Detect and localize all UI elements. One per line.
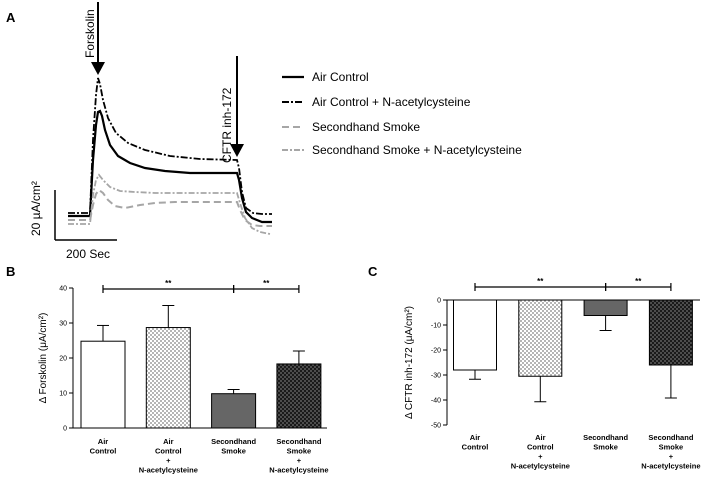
category-label: Secondhand Smoke + N-acetylcysteine: [269, 437, 328, 475]
cftr-arrow-head: [230, 144, 244, 157]
category-label: Air Control: [462, 433, 489, 452]
trace-secondhand-smoke: [68, 188, 272, 227]
significance-label: **: [635, 277, 642, 286]
legend-label-air-control-nac: Air Control + N-acetylcysteine: [312, 95, 471, 109]
y-tick-label: 10: [59, 391, 67, 398]
bar: [453, 299, 497, 371]
panel-a-letter: A: [6, 10, 16, 25]
panel-c-letter: C: [368, 264, 378, 279]
y-tick-label: -10: [431, 323, 441, 330]
cftr-inh-label: CFTR inh-172: [220, 87, 234, 163]
y-tick-label: -50: [431, 423, 441, 430]
forskolin-annotation: Forskolin: [83, 2, 105, 75]
legend-label-secondhand-smoke: Secondhand Smoke: [312, 120, 420, 134]
bar: [145, 327, 191, 429]
y-tick-label: -20: [431, 348, 441, 355]
bar: [648, 299, 693, 366]
significance-label: **: [537, 277, 544, 286]
y-tick-label: -30: [431, 373, 441, 380]
panel-b: B 0 10 20 30 40 Δ Forskolin (μA/cm²) Air Contro…: [6, 264, 329, 475]
scale-bar: 20 µA/cm² 200 Sec: [29, 181, 117, 261]
bar: [80, 340, 126, 429]
bar: [276, 363, 322, 429]
y-tick-label: 0: [437, 298, 441, 305]
legend-label-air-control: Air Control: [312, 70, 369, 84]
bar: [211, 393, 257, 429]
y-tick-label: 0: [63, 426, 67, 433]
panel-c: C 0 -10 -20 -30 -40 -50 Δ CFTR inh-172 (μA/cm²…: [368, 264, 701, 471]
category-label: Air Control: [90, 437, 117, 456]
scale-bar-x-label: 200 Sec: [66, 247, 110, 261]
y-tick-label: 40: [59, 286, 67, 293]
scale-bar-y-label: 20 µA/cm²: [29, 181, 43, 236]
category-label: Air Control + N-acetylcysteine: [511, 433, 570, 471]
y-axis-label: Δ Forskolin (μA/cm²): [38, 313, 49, 404]
trace-secondhand-smoke-nac: [68, 173, 271, 235]
significance-label: **: [263, 279, 270, 288]
category-label: Secondhand Smoke: [583, 433, 628, 452]
trace-air-control: [68, 109, 272, 224]
y-tick-label: 30: [59, 321, 67, 328]
y-tick-label: 20: [59, 356, 67, 363]
y-tick-label: -40: [431, 398, 441, 405]
category-label: Secondhand Smoke + N-acetylcysteine: [641, 433, 700, 471]
trace-air-control-nac: [68, 77, 272, 215]
legend-label-secondhand-smoke-nac: Secondhand Smoke + N-acetylcysteine: [312, 143, 522, 157]
cftr-annotation: CFTR inh-172: [220, 56, 244, 163]
forskolin-label: Forskolin: [83, 9, 97, 58]
panel-b-letter: B: [6, 264, 15, 279]
bar: [583, 299, 628, 316]
legend: Air Control Air Control + N-acetylcystei…: [282, 70, 522, 157]
y-axis-label: Δ CFTR inh-172 (μA/cm²): [404, 306, 415, 419]
bar: [518, 299, 563, 377]
forskolin-arrow-head: [91, 62, 105, 75]
significance-label: **: [165, 279, 172, 288]
panel-a: A Forskolin CFTR inh-172 20 µA/cm² 200 S…: [6, 2, 522, 261]
traces: [68, 77, 272, 235]
category-label: Air Control + N-acetylcysteine: [139, 437, 198, 475]
category-label: Secondhand Smoke: [211, 437, 256, 456]
